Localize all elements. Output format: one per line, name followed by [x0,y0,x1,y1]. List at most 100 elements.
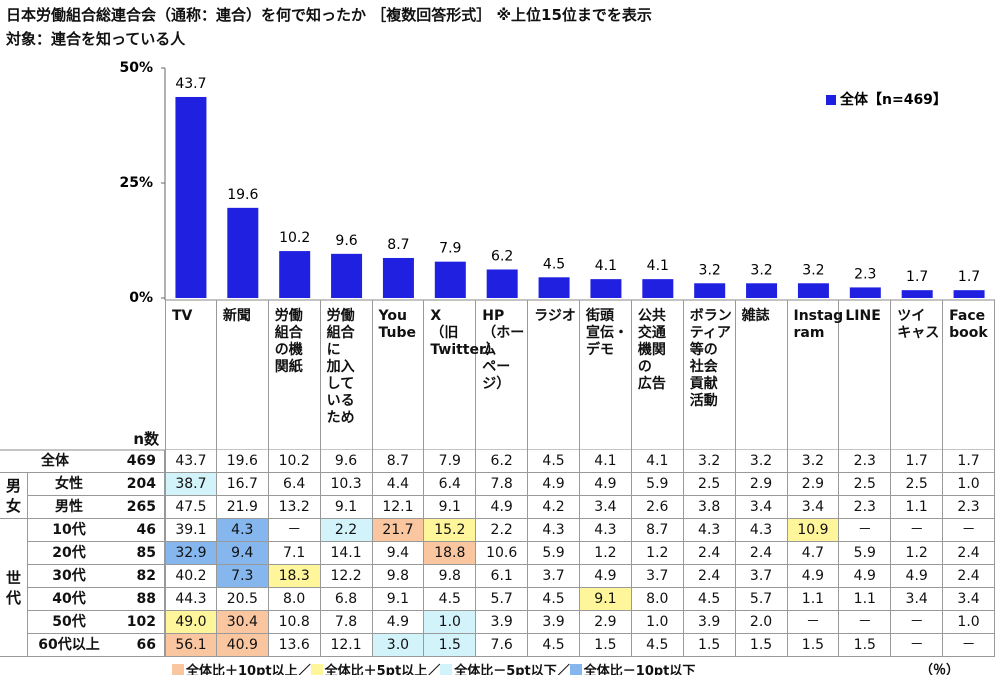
table-cell: 7.8 [320,611,373,634]
category-header: You Tube [373,300,425,450]
table-cell: 4.2 [528,496,580,519]
table-cell: 5.7 [476,588,529,611]
table-cell: 4.5 [528,450,580,473]
table-cell: 49.0 [165,611,217,634]
table-cell: 5.9 [528,542,580,565]
category-header: ラジオ [528,300,580,450]
category-header: ボラン ティア 等の 社会 貢献 活動 [684,300,736,450]
table-cell: 38.7 [165,473,217,496]
table-cell: 3.4 [580,496,632,519]
table-cell: 2.4 [683,542,736,565]
table-cell: － [891,611,944,634]
value-label: 4.1 [647,258,669,274]
table-cell: 1.2 [580,542,632,565]
table-cell: 9.8 [372,565,425,588]
bar [849,287,881,298]
table-cell: 2.4 [943,542,995,565]
value-label: 19.6 [227,187,258,203]
table-cell: 2.4 [943,565,995,588]
table-cell: 19.6 [216,450,269,473]
category-header: 新聞 [217,300,269,450]
table-cell: 4.9 [372,611,425,634]
value-label: 7.9 [439,241,461,257]
row-n: 66 [110,634,165,657]
table-cell: 9.8 [424,565,477,588]
value-label: 3.2 [750,262,772,278]
table-cell: 4.4 [372,473,425,496]
y-tick-label: 25% [119,175,153,191]
table-cell: 1.1 [787,588,840,611]
table-cell: 3.7 [631,565,684,588]
table-cell: 1.5 [424,634,477,657]
y-tick-label: 50% [119,60,153,76]
table-cell: － [839,611,892,634]
bar [590,279,622,298]
category-header: 労働 組合 に 加入 して いる ため [321,300,373,450]
table-cell: 3.9 [683,611,736,634]
table-cell: 40.2 [165,565,217,588]
table-cell: 12.2 [320,565,373,588]
table-cell: 2.5 [891,473,944,496]
value-label: 4.1 [595,258,617,274]
table-cell: 4.9 [528,473,580,496]
value-label: 6.2 [491,248,513,264]
row-label: 10代 [28,519,110,542]
table-cell: 1.5 [735,634,788,657]
table-cell: 4.9 [787,565,840,588]
table-cell: 2.4 [735,542,788,565]
table-cell: 56.1 [165,634,217,657]
bar [694,283,726,298]
row-n: 102 [110,611,165,634]
table-cell: 10.2 [268,450,321,473]
table-cell: 3.4 [943,588,995,611]
table-cell: 44.3 [165,588,217,611]
table-cell: 8.7 [631,519,684,542]
legend-swatch [569,663,582,675]
table-cell: 39.1 [165,519,217,542]
table-cell: 7.9 [424,450,477,473]
row-n: 204 [110,473,165,496]
table-cell: 4.5 [683,588,736,611]
row-n: 85 [110,542,165,565]
bar [227,207,259,298]
row-label: 全体 [0,450,110,473]
table-cell: 13.6 [268,634,321,657]
table-cell: 1.2 [891,542,944,565]
table-cell: 6.1 [476,565,529,588]
table-cell: 2.9 [580,611,632,634]
category-header: 街頭 宣伝・ デモ [580,300,632,450]
bar [746,283,778,298]
table-cell: 1.5 [580,634,632,657]
table-cell: 9.1 [372,588,425,611]
legend-swatch [826,95,836,105]
table-cell: 7.1 [268,542,321,565]
table-cell: 7.3 [216,565,269,588]
category-header: ツイ キャス [891,300,944,450]
bar [382,257,414,298]
table-cell: 4.3 [580,519,632,542]
value-label: 3.2 [699,262,721,278]
table-cell: 8.0 [268,588,321,611]
table-cell: 4.3 [683,519,736,542]
category-header: HP （ホーム ページ） [476,300,529,450]
table-cell: 13.2 [268,496,321,519]
table-cell: 8.7 [372,450,425,473]
bar [434,261,466,298]
table-cell: 5.9 [839,542,892,565]
category-header: 公共 交通 機関 の 広告 [632,300,684,450]
table-cell: 3.9 [476,611,529,634]
table-cell: 4.9 [580,473,632,496]
table-cell: 21.9 [216,496,269,519]
legend-label: 全体比－5pt以下／ [454,664,570,675]
table-cell: 5.9 [631,473,684,496]
row-label: 女性 [28,473,110,496]
table-cell: 14.1 [320,542,373,565]
table-cell: 4.1 [631,450,684,473]
table-cell: 40.9 [216,634,269,657]
table-cell: 4.5 [528,634,580,657]
table-cell: 10.9 [787,519,840,542]
legend-swatch [172,663,184,675]
table-cell: 4.3 [735,519,788,542]
highlight-legend: 全体比＋10pt以上／ 全体比＋5pt以上／ 全体比－5pt以下／ 全体比－10pt以… [172,660,695,675]
table-cell: 3.7 [735,565,788,588]
